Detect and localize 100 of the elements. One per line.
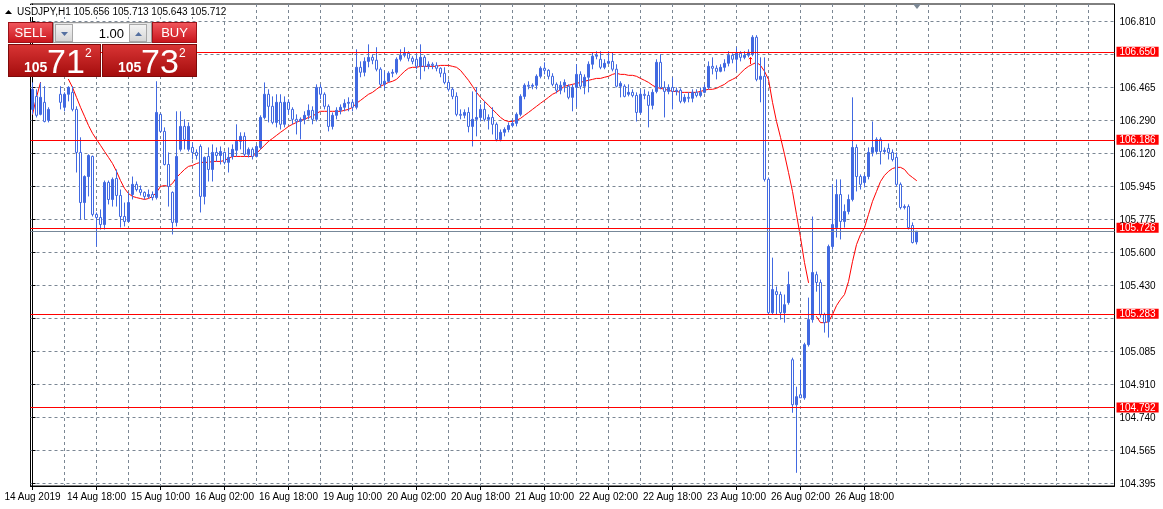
candlestick bbox=[243, 131, 246, 157]
candlestick bbox=[155, 80, 158, 200]
chart-title: USDJPY,H1 105.656 105.713 105.643 105.712 bbox=[17, 5, 227, 17]
annotation: 105 bbox=[24, 59, 48, 75]
candlestick bbox=[779, 291, 782, 321]
ref-line-label: 104.792 bbox=[1119, 402, 1157, 414]
sell-button: SELL bbox=[8, 22, 53, 43]
candlestick bbox=[307, 103, 310, 120]
candlestick bbox=[143, 190, 146, 200]
candlestick bbox=[431, 61, 434, 70]
candlestick bbox=[179, 110, 182, 152]
y-tick-label: 106.120 bbox=[1119, 147, 1157, 159]
candlestick bbox=[783, 294, 786, 324]
y-tick-label: 106.290 bbox=[1119, 115, 1157, 127]
y-tick-label: 105.430 bbox=[1119, 279, 1157, 291]
buy-button: BUY bbox=[152, 22, 197, 43]
x-tick-label: 20 Aug 02:00 bbox=[387, 490, 447, 502]
x-tick-label: 26 Aug 18:00 bbox=[835, 490, 895, 502]
candlestick bbox=[627, 83, 630, 97]
x-tick-label: 16 Aug 02:00 bbox=[195, 490, 255, 502]
candlestick bbox=[419, 43, 422, 80]
x-tick-label: 20 Aug 18:00 bbox=[451, 490, 511, 502]
candlestick bbox=[563, 78, 566, 93]
candlestick bbox=[139, 185, 142, 196]
candlestick bbox=[131, 176, 134, 200]
candlestick bbox=[43, 85, 46, 123]
candlestick bbox=[407, 50, 410, 62]
ref-line-label: 105.283 bbox=[1119, 308, 1157, 320]
candlestick bbox=[735, 46, 738, 72]
candlestick bbox=[343, 98, 346, 112]
candlestick bbox=[227, 146, 230, 174]
candlestick bbox=[727, 50, 730, 67]
candlestick bbox=[403, 46, 406, 58]
candlestick bbox=[147, 189, 150, 200]
candlestick bbox=[279, 93, 282, 130]
annotation: 105 bbox=[118, 59, 142, 75]
y-tick-label: 105.600 bbox=[1119, 247, 1157, 259]
candlestick bbox=[471, 90, 474, 147]
candlestick bbox=[691, 88, 694, 103]
y-tick-label: 104.395 bbox=[1119, 477, 1157, 489]
candlestick bbox=[679, 87, 682, 104]
candlestick bbox=[383, 70, 386, 90]
candlestick bbox=[743, 50, 746, 60]
candlestick bbox=[635, 91, 638, 122]
candlestick bbox=[655, 58, 658, 94]
candlestick bbox=[707, 60, 710, 90]
candlestick bbox=[455, 91, 458, 117]
candlestick bbox=[211, 143, 214, 182]
y-tick-label: 106.465 bbox=[1119, 81, 1157, 93]
x-tick-label: 23 Aug 10:00 bbox=[707, 490, 767, 502]
candlestick bbox=[647, 90, 650, 128]
candlestick bbox=[623, 83, 626, 98]
ref-line-label: 105.726 bbox=[1119, 222, 1157, 234]
candlestick bbox=[219, 146, 222, 165]
ref-line-label: 106.186 bbox=[1119, 134, 1157, 146]
y-tick-label: 105.085 bbox=[1119, 345, 1157, 357]
candlestick bbox=[575, 63, 578, 108]
candlestick bbox=[507, 121, 510, 133]
candlestick bbox=[559, 80, 562, 95]
candlestick bbox=[355, 48, 358, 110]
candlestick bbox=[687, 91, 690, 103]
y-tick-label: 106.810 bbox=[1119, 15, 1157, 27]
candlestick bbox=[315, 83, 318, 122]
x-tick-label: 22 Aug 02:00 bbox=[579, 490, 639, 502]
annotation: 71 bbox=[47, 42, 85, 80]
ref-line-label: 106.650 bbox=[1119, 46, 1157, 58]
candlestick bbox=[251, 146, 254, 160]
candlestick bbox=[283, 95, 286, 128]
y-tick-label: 105.945 bbox=[1119, 181, 1157, 193]
candlestick bbox=[879, 136, 882, 165]
candlestick bbox=[699, 86, 702, 98]
y-tick-label: 104.910 bbox=[1119, 379, 1157, 391]
candlestick bbox=[887, 142, 890, 160]
candlestick bbox=[599, 50, 602, 70]
x-tick-label: 26 Aug 02:00 bbox=[771, 490, 831, 502]
x-tick-label: 14 Aug 18:00 bbox=[67, 490, 127, 502]
candlestick bbox=[411, 55, 414, 65]
candlestick bbox=[59, 85, 62, 110]
y-tick-label: 105.775 bbox=[1119, 213, 1157, 225]
candlestick bbox=[127, 191, 130, 223]
annotation: 73 bbox=[141, 42, 179, 80]
y-tick-label: 104.740 bbox=[1119, 411, 1157, 423]
candlestick bbox=[543, 61, 546, 75]
x-tick-label: 19 Aug 10:00 bbox=[323, 490, 383, 502]
candlestick bbox=[347, 96, 350, 112]
candlestick bbox=[339, 103, 342, 115]
x-tick-label: 15 Aug 10:00 bbox=[131, 490, 191, 502]
candlestick bbox=[235, 123, 238, 157]
annotation: 2 bbox=[85, 46, 92, 60]
x-tick-label: 21 Aug 10:00 bbox=[515, 490, 575, 502]
annotation: 2 bbox=[179, 46, 186, 60]
candlestick bbox=[503, 126, 506, 137]
candlestick bbox=[671, 76, 674, 110]
candlestick bbox=[839, 178, 842, 240]
number-field: 1.00 bbox=[73, 24, 129, 42]
candlestick bbox=[275, 93, 278, 128]
candlestick bbox=[199, 143, 202, 213]
x-tick-label: 14 Aug 2019 bbox=[4, 490, 62, 502]
candlestick bbox=[787, 271, 790, 306]
candlestick bbox=[103, 180, 106, 231]
